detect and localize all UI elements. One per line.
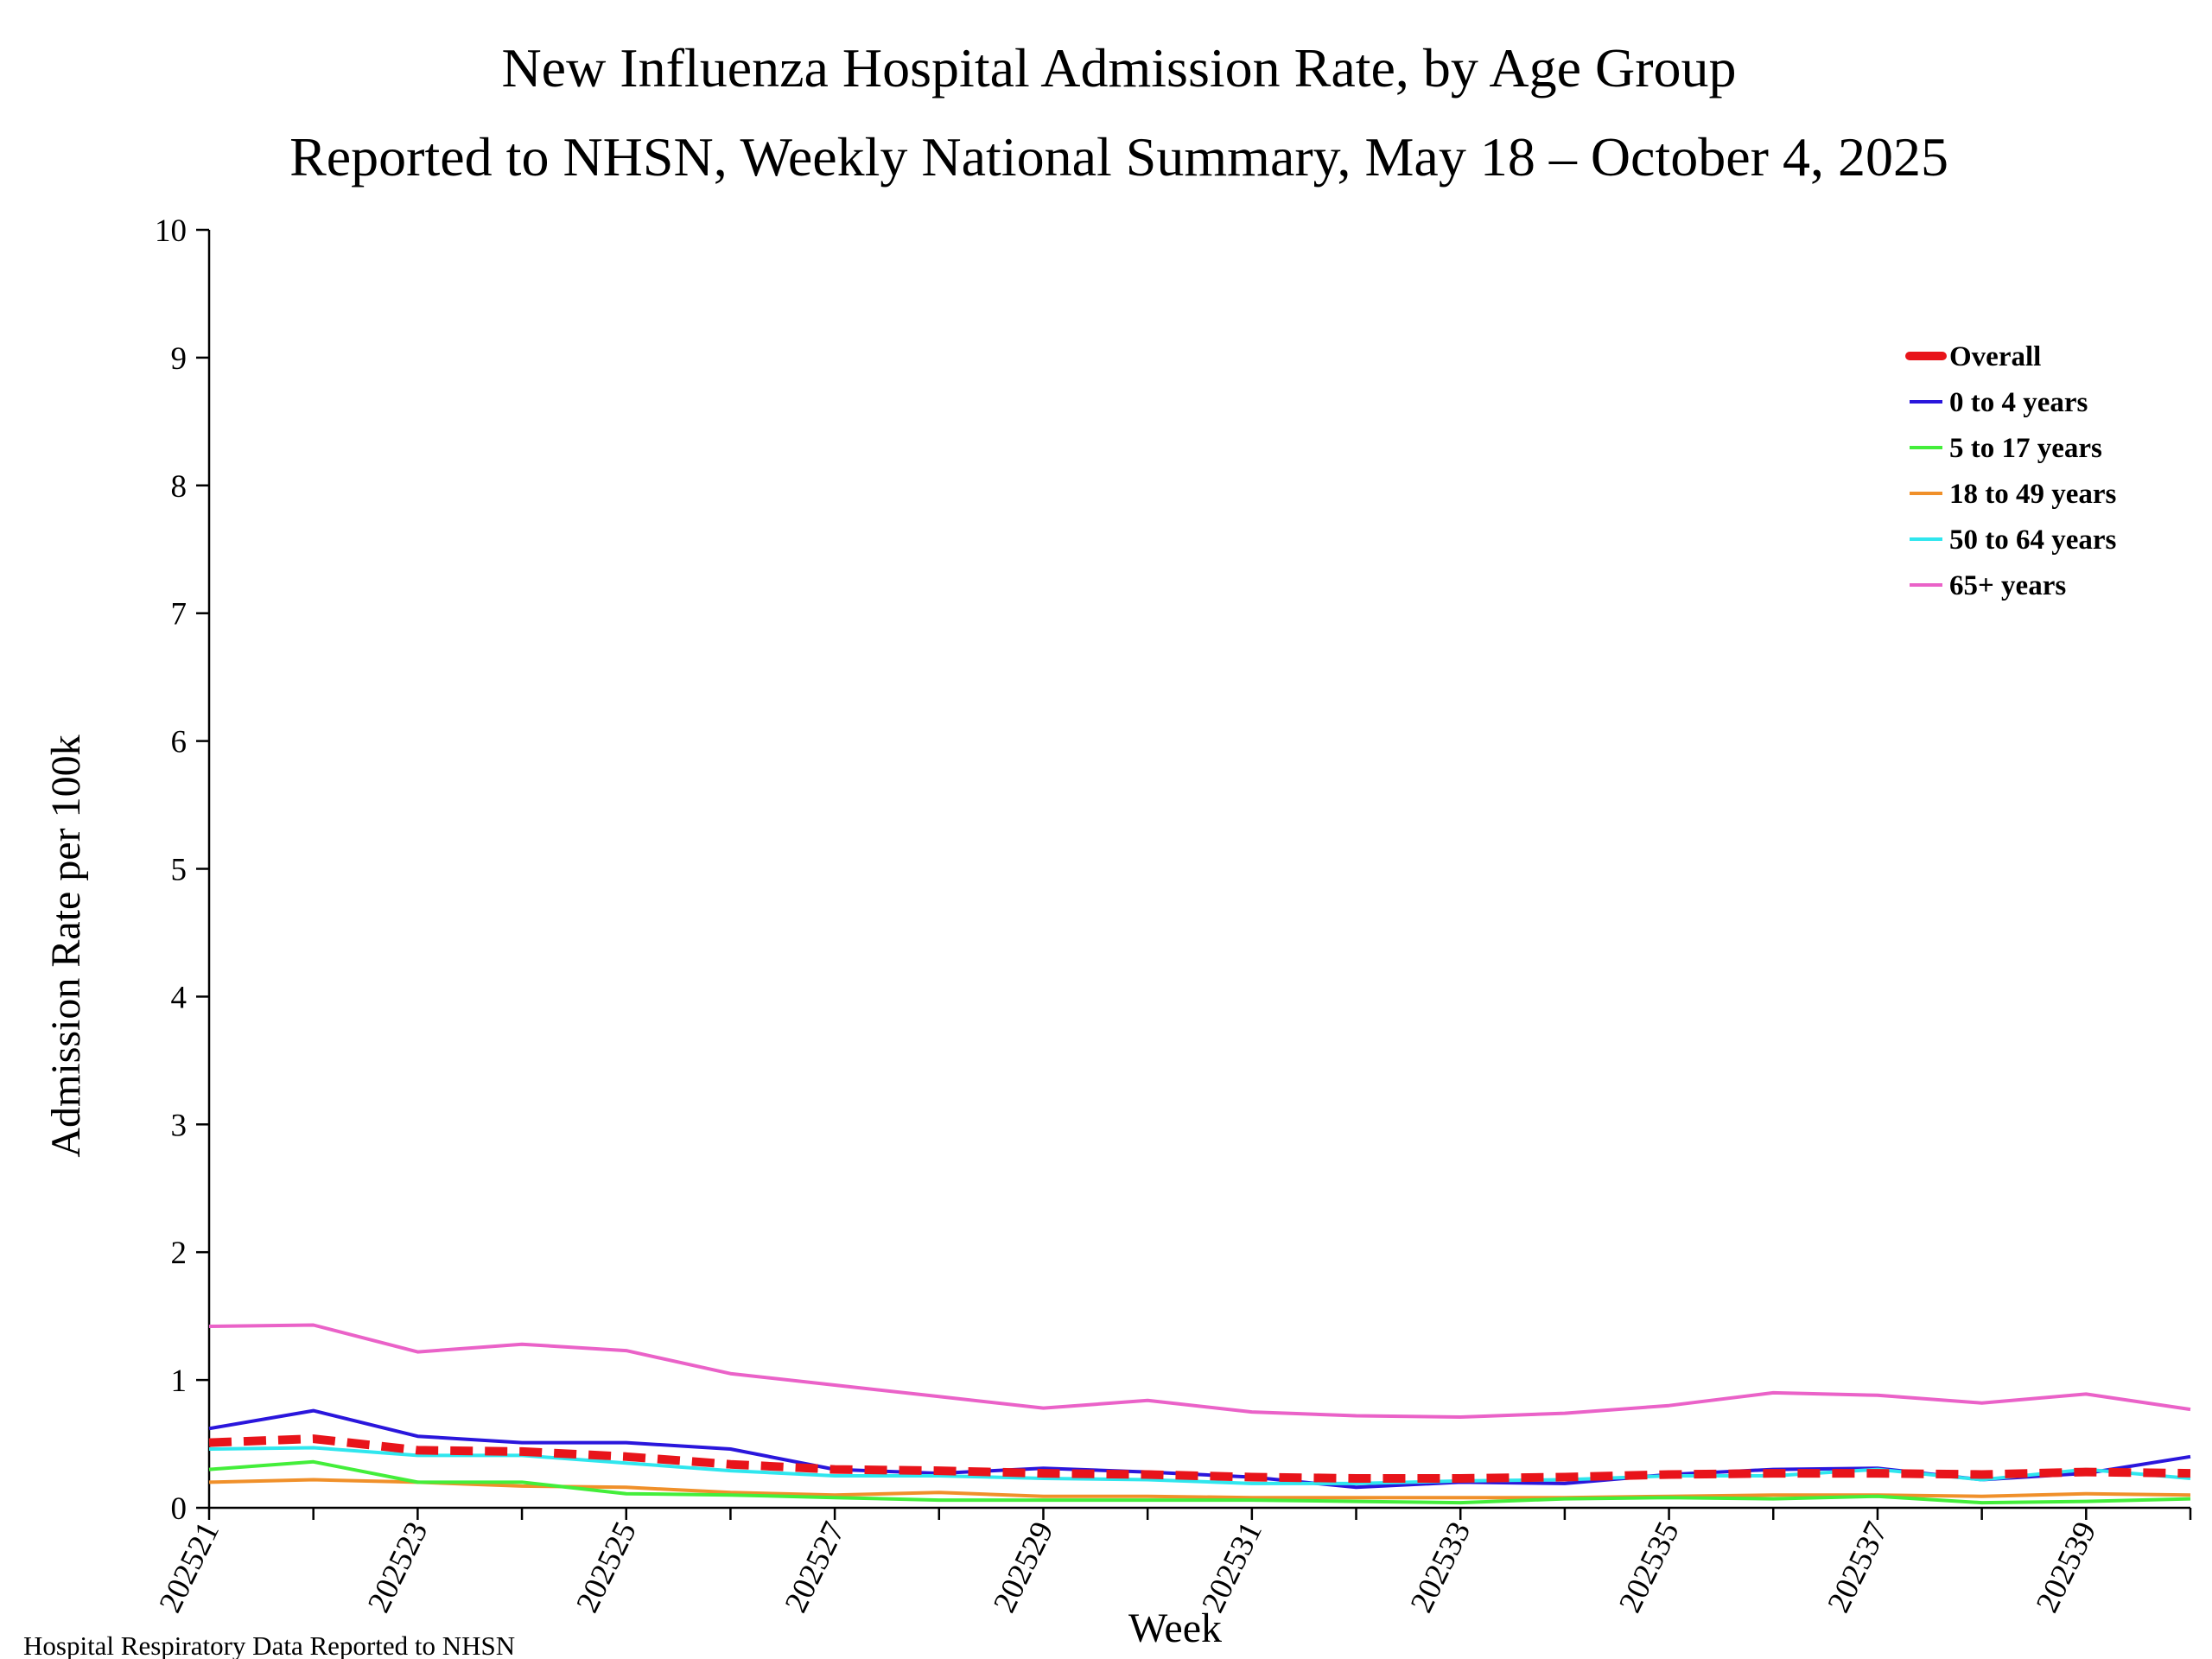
x-tick-label: 202529: [987, 1516, 1061, 1618]
source-note: Hospital Respiratory Data Reported to NH…: [23, 1630, 515, 1659]
x-tick-label: 202539: [2030, 1516, 2104, 1618]
legend: Overall 0 to 4 years 5 to 17 years 18 to 49…: [1905, 341, 2117, 601]
x-axis-label: Week: [1128, 1605, 1222, 1651]
legend-label: 5 to 17 years: [1949, 433, 2102, 464]
y-tick-label: 1: [171, 1363, 188, 1399]
legend-label: 65+ years: [1949, 570, 2066, 601]
y-tick-label: 7: [171, 597, 188, 632]
x-tick-label: 202525: [569, 1516, 644, 1618]
y-tick-label: 2: [171, 1236, 188, 1271]
legend-label: 18 to 49 years: [1949, 479, 2117, 510]
y-tick-label: 5: [171, 853, 188, 888]
series-line-65plus-years: [208, 1323, 2191, 1419]
y-tick-label: 9: [171, 341, 188, 377]
x-tick-label: 202537: [1821, 1516, 1896, 1618]
series-line-overall: [208, 1434, 2191, 1483]
x-tick-label: 202535: [1612, 1516, 1687, 1618]
y-ticks: 0 1 2 3 4 5 6 7 8 9 10: [155, 213, 209, 1527]
y-tick-label: 0: [171, 1491, 188, 1527]
y-axis-label: Admission Rate per 100k: [43, 734, 89, 1157]
legend-label: Overall: [1949, 341, 2041, 372]
series-line-0-to-4-years: [208, 1408, 2191, 1490]
y-tick-label: 6: [171, 725, 188, 760]
legend-label: 0 to 4 years: [1949, 387, 2088, 418]
chart-title: New Influenza Hospital Admission Rate, b…: [501, 37, 1736, 99]
x-tick-label: 202523: [361, 1516, 435, 1618]
series-line-5-to-17-years: [208, 1459, 2191, 1505]
x-tick-label: 202521: [153, 1516, 227, 1618]
axes: [207, 230, 2190, 1510]
y-tick-label: 8: [171, 469, 188, 505]
x-ticks: 202521 202523 202525 202527 202529 202531 2025…: [153, 1508, 2192, 1618]
y-tick-label: 10: [155, 213, 187, 249]
x-tick-label: 202531: [1195, 1516, 1269, 1618]
x-tick-label: 202533: [1404, 1516, 1478, 1618]
y-tick-label: 4: [171, 980, 188, 1015]
x-tick-label: 202527: [779, 1516, 853, 1618]
chart-subtitle: Reported to NHSN, Weekly National Summar…: [289, 126, 1948, 188]
legend-label: 50 to 64 years: [1949, 524, 2117, 556]
y-tick-label: 3: [171, 1108, 188, 1143]
series-lines: [208, 1323, 2191, 1505]
